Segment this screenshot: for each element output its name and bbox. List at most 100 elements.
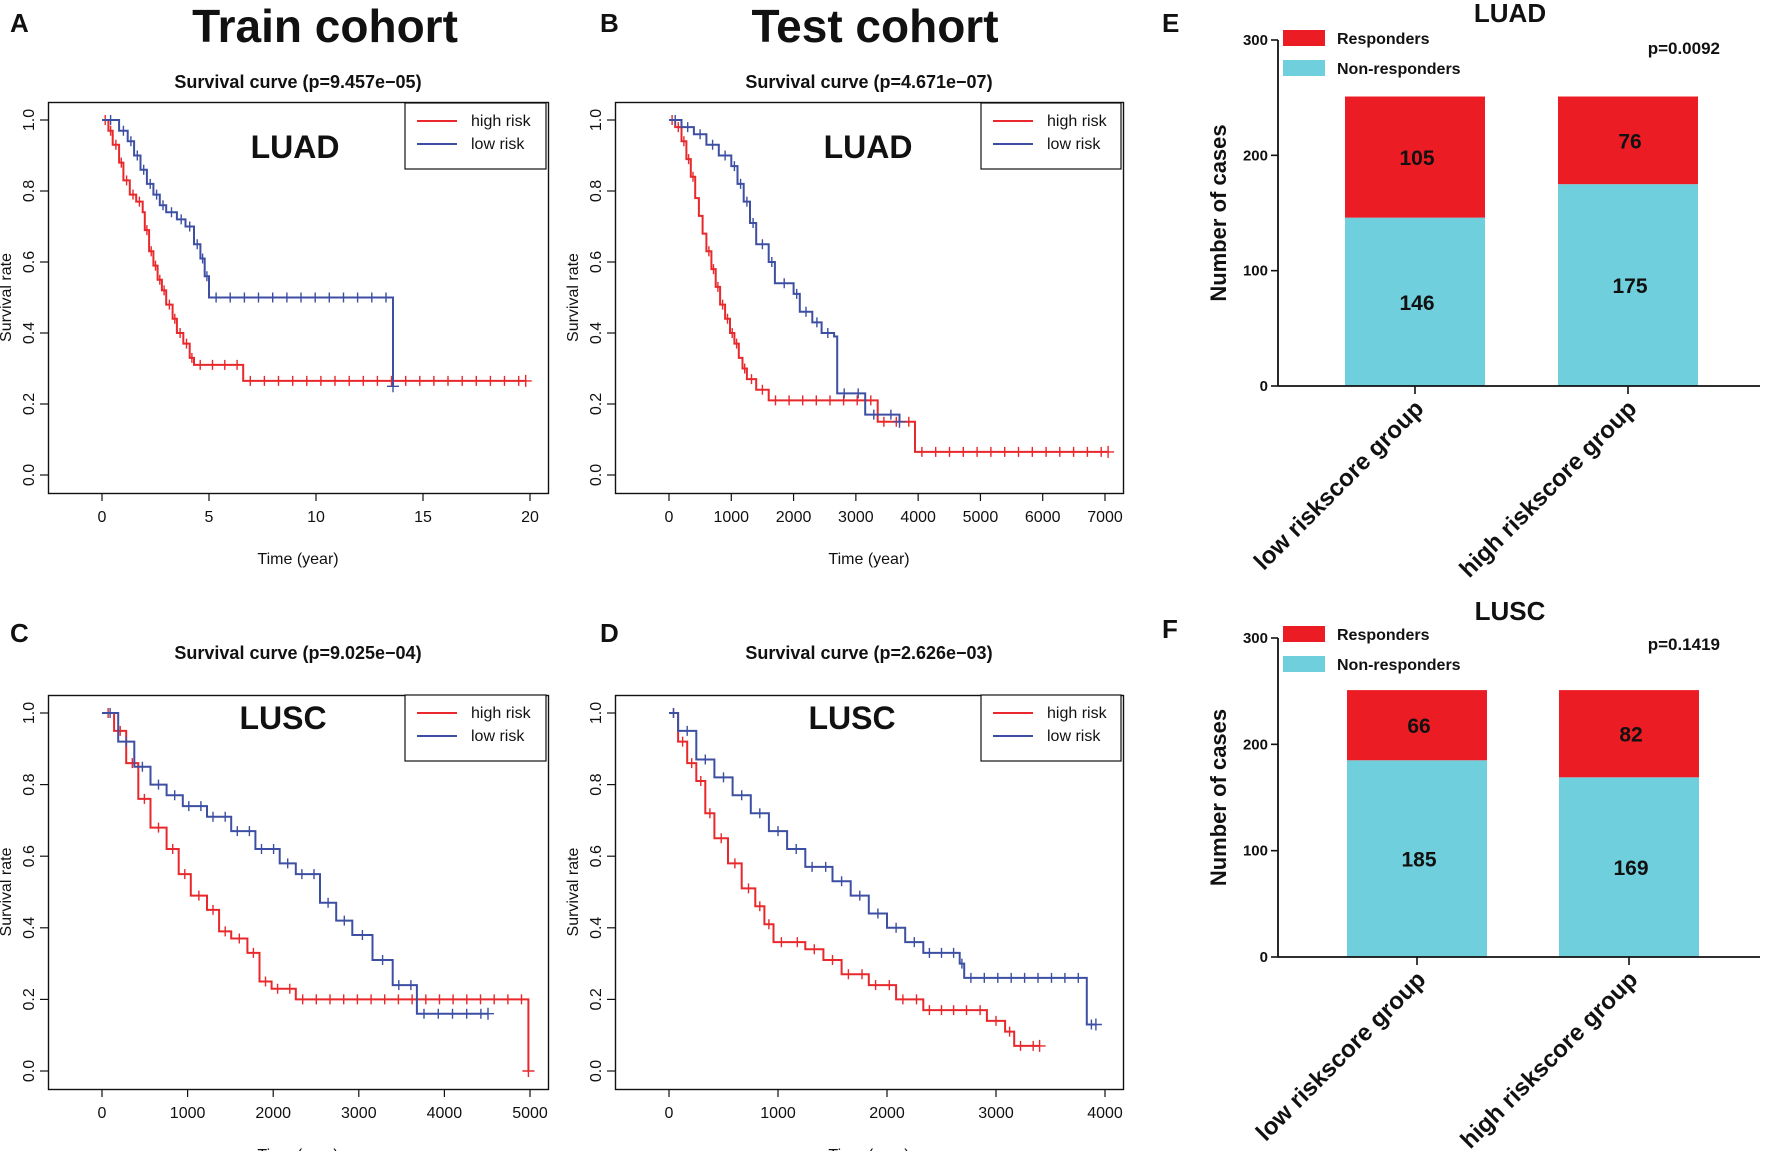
cancer-type-label: LUAD xyxy=(824,129,913,165)
x-tick-label: 10 xyxy=(307,509,325,526)
category-label: high riskscore group xyxy=(1455,966,1643,1151)
censor-marks-high-risk xyxy=(107,708,535,1077)
censor-marks-low-risk xyxy=(672,708,1102,1031)
bar-non-responders xyxy=(1347,760,1487,957)
series-line-low-risk xyxy=(669,712,1096,1026)
x-tick-label: 4000 xyxy=(427,1105,463,1122)
y-tick-label: 1.0 xyxy=(21,109,38,131)
chart-title-a: Survival curve (p=9.457e−05) xyxy=(174,72,421,92)
chart-title-d: Survival curve (p=2.626e−03) xyxy=(745,643,992,663)
y-tick-label: 1.0 xyxy=(21,702,38,724)
bar-title-e: LUAD xyxy=(1474,0,1546,28)
legend-label: Responders xyxy=(1337,627,1430,644)
legend-label: high risk xyxy=(471,113,532,130)
y-tick-label: 1.0 xyxy=(588,109,605,131)
x-tick-label: 4000 xyxy=(900,509,936,526)
x-tick-label: 0 xyxy=(98,509,107,526)
x-tick-label: 1000 xyxy=(713,509,749,526)
y-tick-label: 0.2 xyxy=(21,393,38,415)
x-axis-label: Time (year) xyxy=(828,551,909,568)
y-tick-label: 0.4 xyxy=(588,917,605,939)
y-tick-label: 1.0 xyxy=(588,702,605,724)
category-label: low riskscore group xyxy=(1251,966,1431,1146)
bar-non-responders xyxy=(1558,184,1698,386)
legend-swatch xyxy=(1283,60,1325,76)
y-axis-label: Number of cases xyxy=(1206,709,1231,886)
censor-marks-low-risk xyxy=(109,708,494,1020)
y-axis-label: Number of cases xyxy=(1206,124,1231,301)
y-tick-label: 200 xyxy=(1243,147,1268,164)
x-axis-label: Time (year) xyxy=(257,1147,338,1151)
y-tick-label: 0.0 xyxy=(21,1060,38,1082)
y-tick-label: 0.8 xyxy=(21,180,38,202)
legend-label: high risk xyxy=(1047,113,1108,130)
legend: high risk low risk xyxy=(980,694,1122,762)
bar-panel-e: LUAD p=0.0092 146 105 low riskscore group 175… xyxy=(1206,0,1760,583)
legend-label: Responders xyxy=(1337,31,1430,48)
y-tick-label: 300 xyxy=(1243,630,1268,647)
x-tick-label: 20 xyxy=(521,509,539,526)
legend-swatch xyxy=(1283,626,1325,642)
x-tick-label: 3000 xyxy=(341,1105,377,1122)
bar-value-label: 82 xyxy=(1619,724,1642,747)
x-tick-label: 2000 xyxy=(255,1105,291,1122)
plot-frame xyxy=(614,694,1125,1091)
legend-swatch xyxy=(1283,30,1325,46)
train-cohort-heading: Train cohort xyxy=(192,0,458,52)
y-tick-label: 0.2 xyxy=(588,988,605,1010)
y-tick-label: 0.6 xyxy=(588,251,605,273)
legend-swatch xyxy=(1283,656,1325,672)
legend-label: low risk xyxy=(1047,136,1101,153)
legend-label: low risk xyxy=(471,728,525,745)
x-tick-label: 1000 xyxy=(170,1105,206,1122)
panel-label-e: E xyxy=(1162,8,1179,38)
bar-title-f: LUSC xyxy=(1475,596,1546,626)
bar-value-label: 76 xyxy=(1618,130,1641,153)
x-tick-label: 0 xyxy=(665,1105,674,1122)
series-line-high-risk xyxy=(102,712,530,1071)
bar-value-label: 66 xyxy=(1407,715,1430,738)
legend-label: Non-responders xyxy=(1337,657,1461,674)
cancer-type-label: LUSC xyxy=(808,700,895,736)
series-line-high-risk xyxy=(669,712,1040,1047)
panel-label-f: F xyxy=(1162,614,1178,644)
chart-title-b: Survival curve (p=4.671e−07) xyxy=(745,72,992,92)
bar-non-responders xyxy=(1345,217,1485,386)
censor-marks-low-risk xyxy=(674,115,906,428)
cancer-type-label: LUSC xyxy=(239,700,326,736)
cancer-type-label: LUAD xyxy=(251,129,340,165)
x-tick-label: 5000 xyxy=(512,1105,548,1122)
x-tick-label: 3000 xyxy=(838,509,874,526)
y-tick-label: 0.2 xyxy=(588,393,605,415)
panel-label-d: D xyxy=(600,618,619,648)
legend: high risk low risk xyxy=(404,102,547,170)
x-axis-label: Time (year) xyxy=(828,1147,909,1151)
p-value: p=0.1419 xyxy=(1648,635,1720,654)
legend-box xyxy=(404,694,547,762)
y-axis-label: Survival rate xyxy=(565,847,582,936)
y-axis-label: Survival rate xyxy=(565,253,582,342)
panel-label-c: C xyxy=(10,618,29,648)
legend-label: low risk xyxy=(1047,728,1101,745)
bar-value-label: 105 xyxy=(1399,147,1434,170)
x-tick-label: 5000 xyxy=(963,509,999,526)
bar-responders xyxy=(1558,96,1698,185)
x-tick-label: 2000 xyxy=(869,1105,905,1122)
survival-panel-b: Survival curve (p=4.671e−07) 0 1000 2000 300… xyxy=(565,72,1125,568)
bar-value-label: 175 xyxy=(1612,275,1647,298)
y-tick-label: 0.0 xyxy=(588,464,605,486)
x-tick-label: 2000 xyxy=(776,509,812,526)
bar-responders xyxy=(1345,96,1485,218)
plot-frame xyxy=(614,101,1125,495)
x-tick-label: 15 xyxy=(414,509,432,526)
p-value: p=0.0092 xyxy=(1648,39,1720,58)
survival-panel-a: Survival curve (p=9.457e−05) 0 5 10 15 20 0.0 0… xyxy=(0,72,550,568)
y-tick-label: 0.2 xyxy=(21,988,38,1010)
series-line-low-risk xyxy=(669,119,901,422)
plot-frame xyxy=(47,101,550,495)
bar-value-label: 169 xyxy=(1613,857,1648,880)
legend-box xyxy=(980,694,1122,762)
y-tick-label: 200 xyxy=(1243,736,1268,753)
y-tick-label: 0.6 xyxy=(21,251,38,273)
